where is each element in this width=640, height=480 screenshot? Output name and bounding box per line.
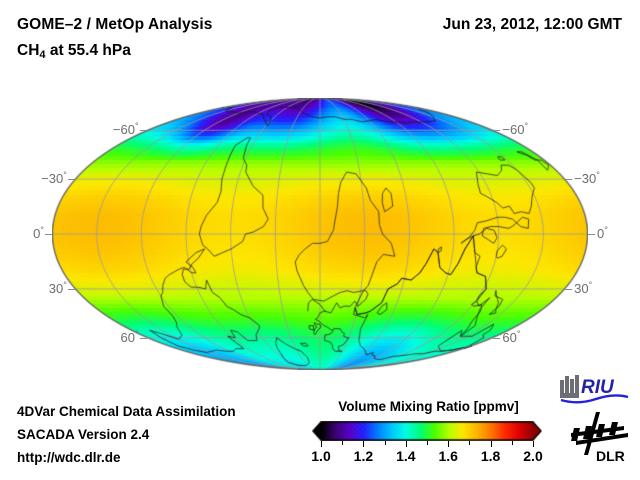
lat-tick-right xyxy=(588,234,595,235)
colorbar-minor-tick xyxy=(469,441,471,445)
lat-label-right-minus30: −30° xyxy=(574,170,600,186)
riu-logo: RIU xyxy=(558,374,630,404)
lat-label-value: −60 xyxy=(112,122,135,138)
degree-symbol: ° xyxy=(40,225,44,235)
lat-label-right-30: 30° xyxy=(574,280,592,296)
colorbar-tick-label: 1.4 xyxy=(396,448,416,464)
lat-label-left-0: 0° xyxy=(8,225,44,241)
lat-label-right-0: 0° xyxy=(597,225,608,241)
species-prefix: CH xyxy=(17,42,40,59)
footer-line-url[interactable]: http://wdc.dlr.de xyxy=(17,450,121,465)
colorbar-tick-label: 1.8 xyxy=(480,448,501,464)
lat-label-left-30: 30° xyxy=(31,280,67,296)
degree-symbol: ° xyxy=(596,170,600,181)
lat-tick-right xyxy=(493,337,501,339)
dlr-logo: DLR xyxy=(566,411,632,464)
colorbar-title: Volume Mixing Ratio [ppmv] xyxy=(338,399,519,414)
colorbar-gradient xyxy=(312,421,542,441)
lat-tick-left xyxy=(67,288,75,290)
lat-label-value: 0 xyxy=(33,226,41,241)
degree-symbol: ° xyxy=(524,121,529,132)
lat-label-value: 60 xyxy=(502,329,517,345)
dlr-emblem-icon xyxy=(571,412,628,455)
colorbar-major-tick xyxy=(363,441,365,447)
lat-label-right-minus60: −60° xyxy=(502,121,528,137)
degree-symbol: ° xyxy=(516,328,521,339)
map-panel: 60° 60° 30° 30° 0° 0° −30° −30° −60° −60° xyxy=(8,98,608,370)
lat-label-right-60: 60° xyxy=(502,329,520,345)
colorbar-major-tick xyxy=(405,441,407,447)
timestamp-label: Jun 23, 2012, 12:00 GMT xyxy=(442,16,622,33)
species-pressure-title: CH4 at 55.4 hPa xyxy=(17,42,131,61)
lat-tick-left xyxy=(139,130,147,132)
riu-logo-text: RIU xyxy=(581,377,615,398)
colorbar-tick-label: 1.0 xyxy=(311,448,331,464)
lat-label-left-minus30: −30° xyxy=(31,170,67,186)
lat-label-left-60: 60° xyxy=(103,328,139,345)
species-subscript: 4 xyxy=(39,49,46,61)
dlr-logo-text: DLR xyxy=(596,448,625,463)
lat-label-left-minus60: −60° xyxy=(103,121,139,137)
analysis-title: GOME–2 / MetOp Analysis xyxy=(17,16,213,33)
degree-symbol: ° xyxy=(588,279,593,290)
lat-tick-left xyxy=(67,179,75,181)
degree-symbol: ° xyxy=(134,121,139,132)
colorbar-minor-tick xyxy=(384,441,386,445)
colorbar-major-tick xyxy=(533,441,534,447)
lat-label-value: −30 xyxy=(574,171,597,187)
colorbar xyxy=(312,421,542,441)
mollweide-map-plot xyxy=(52,98,588,370)
lat-label-value: −60 xyxy=(502,122,525,138)
riu-swoosh-icon xyxy=(560,394,629,404)
colorbar-minor-tick xyxy=(342,441,344,445)
colorbar-tick-label: 1.6 xyxy=(438,448,458,464)
lat-label-value: 60 xyxy=(120,329,135,345)
lat-tick-right xyxy=(565,288,573,290)
colorbar-major-tick xyxy=(448,441,450,447)
colorbar-tick-label: 1.2 xyxy=(353,448,374,464)
colorbar-major-tick xyxy=(321,441,322,447)
degree-symbol: ° xyxy=(134,328,139,339)
degree-symbol: ° xyxy=(63,279,67,290)
degree-symbol: ° xyxy=(63,170,67,181)
colorbar-major-tick xyxy=(490,441,492,447)
lat-tick-right xyxy=(565,179,573,181)
lat-tick-right xyxy=(493,130,501,132)
lat-label-value: −30 xyxy=(41,171,64,187)
colorbar-tick-marks xyxy=(312,441,542,448)
lat-tick-left xyxy=(45,234,52,235)
lat-label-value: 30 xyxy=(574,280,589,296)
lat-label-value: 30 xyxy=(48,280,64,296)
colorbar-minor-tick xyxy=(427,441,428,445)
pressure-level-text: at 55.4 hPa xyxy=(45,42,131,59)
colorbar-tick-label: 2.0 xyxy=(523,448,543,464)
lat-label-value: 0 xyxy=(597,226,605,241)
lat-tick-left xyxy=(139,337,147,339)
colorbar-tick-labels: 1.0 1.2 1.4 1.6 1.8 2.0 xyxy=(300,448,554,466)
degree-symbol: ° xyxy=(604,225,608,235)
colorbar-minor-tick xyxy=(511,441,513,445)
footer-line-version: SACADA Version 2.4 xyxy=(17,427,150,442)
riu-column-icon xyxy=(560,375,579,398)
footer-line-method: 4DVar Chemical Data Assimilation xyxy=(17,404,236,419)
